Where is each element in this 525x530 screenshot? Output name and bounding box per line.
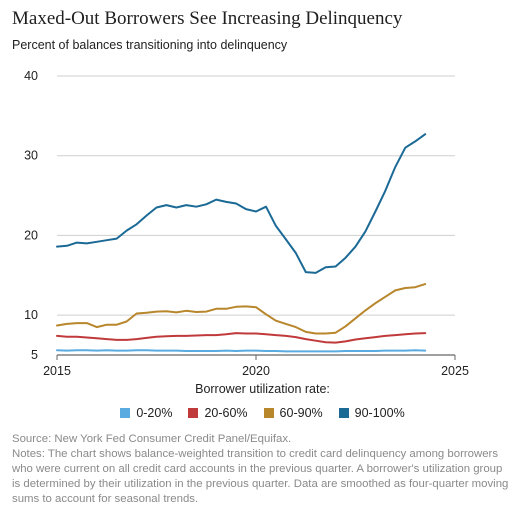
y-tick-label: 40 [24,69,38,83]
notes-text: Notes: The chart shows balance-weighted … [12,448,509,505]
legend-label: 60-90% [279,405,323,420]
legend-swatch [263,407,274,418]
y-tick-label: 30 [24,149,38,163]
y-axis-ticks: 5 10 20 30 40 [24,69,38,362]
source-note: Source: New York Fed Consumer Credit Pan… [12,433,292,445]
grid-lines [57,75,455,356]
x-tick-label: 2025 [441,364,469,378]
series-lines [56,133,427,353]
y-tick-label: 10 [24,308,38,322]
legend: 0-20% 20-60% 60-90% 90-100% [0,405,525,420]
chart-title: Maxed-Out Borrowers See Increasing Delin… [12,8,403,29]
legend-item: 0-20% [120,406,172,420]
x-tick-label: 2015 [43,364,71,378]
footnote: Source: New York Fed Consumer Credit Pan… [12,432,512,507]
legend-label: 20-60% [204,405,248,420]
y-tick-label: 5 [31,348,38,362]
series-line-60-90 [56,283,427,335]
legend-label: 0-20% [136,405,173,420]
legend-title: Borrower utilization rate: [195,382,330,396]
legend-item: 90-100% [338,405,405,420]
legend-item: 60-90% [263,405,323,420]
x-tick-label: 2020 [242,364,270,378]
series-line-90-100 [56,133,427,274]
legend-swatch [188,407,199,418]
legend-swatch [338,407,349,418]
legend-item: 20-60% [188,405,248,420]
series-line-20-60 [56,332,427,344]
legend-swatch [120,407,131,418]
line-chart: 5 10 20 30 40 2015 2020 2025 [24,69,469,378]
series-line-0-20 [56,349,427,353]
x-axis-ticks: 2015 2020 2025 [43,355,469,378]
y-tick-label: 20 [24,228,38,242]
legend-label: 90-100% [354,405,405,420]
chart-subtitle: Percent of balances transitioning into d… [12,38,288,52]
